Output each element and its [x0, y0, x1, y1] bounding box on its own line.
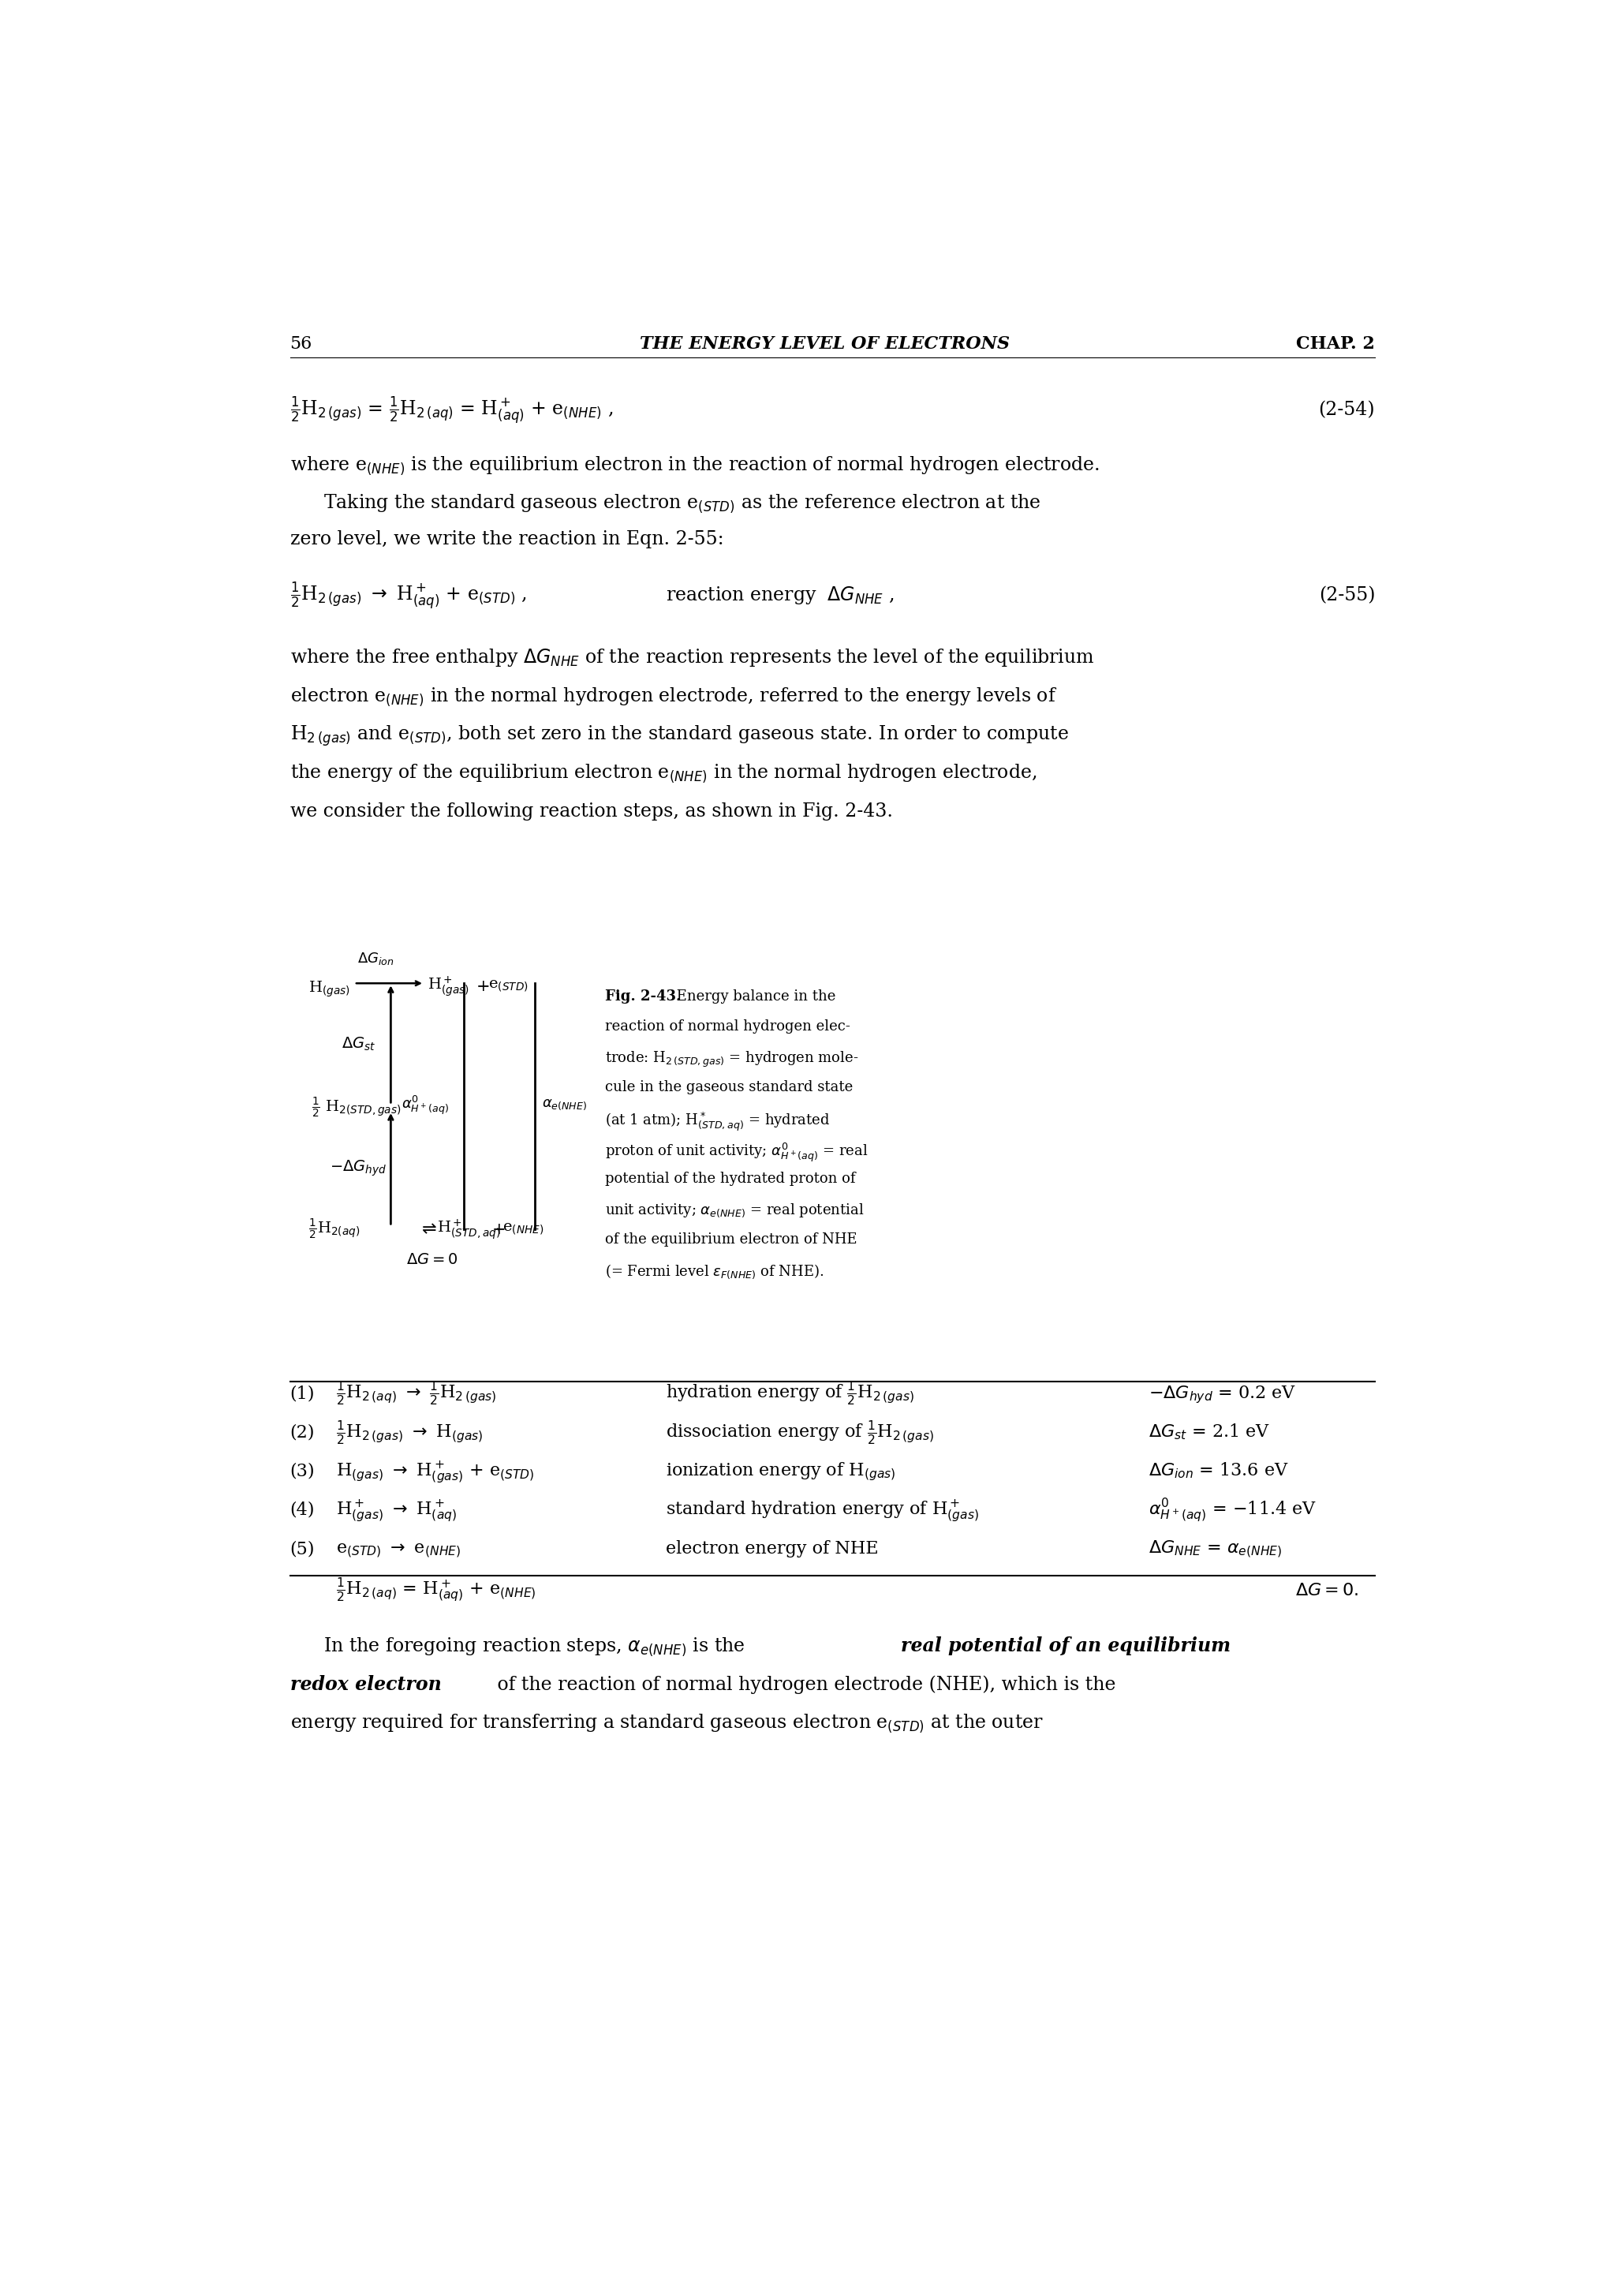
Text: $\frac{1}{2}$H$_{2\,(gas)}$ = $\frac{1}{2}$H$_{2\,(aq)}$ = H$^+_{(aq)}$ + e$_{(N: $\frac{1}{2}$H$_{2\,(gas)}$ = $\frac{1}{… — [290, 395, 613, 425]
Text: (2-55): (2-55) — [1319, 585, 1375, 604]
Text: +: + — [491, 1221, 506, 1238]
Text: where e$_{(NHE)}$ is the equilibrium electron in the reaction of normal hydrogen: where e$_{(NHE)}$ is the equilibrium ele… — [290, 455, 1100, 475]
Text: cule in the gaseous standard state: cule in the gaseous standard state — [605, 1081, 853, 1095]
Text: $\frac{1}{2}$H$_{2\,(aq)}$ $\rightarrow$ $\frac{1}{2}$H$_{2\,(gas)}$: $\frac{1}{2}$H$_{2\,(aq)}$ $\rightarrow$… — [336, 1380, 496, 1407]
Text: H$_{(gas)}$: H$_{(gas)}$ — [308, 980, 349, 999]
Text: unit activity; $\alpha_{e(NHE)}$ = real potential: unit activity; $\alpha_{e(NHE)}$ = real … — [605, 1203, 865, 1219]
Text: Fig. 2-43.: Fig. 2-43. — [605, 990, 681, 1003]
Text: Energy balance in the: Energy balance in the — [671, 990, 836, 1003]
Text: $-\Delta G_{hyd}$: $-\Delta G_{hyd}$ — [330, 1159, 386, 1178]
Text: proton of unit activity; $\alpha^0_{H^+(aq)}$ = real: proton of unit activity; $\alpha^0_{H^+(… — [605, 1141, 868, 1164]
Text: H$_{(gas)}$ $\rightarrow$ H$^+_{(gas)}$ + e$_{(STD)}$: H$_{(gas)}$ $\rightarrow$ H$^+_{(gas)}$ … — [336, 1460, 535, 1486]
Text: $\frac{1}{2}$H$_{2\,(aq)}$ = H$^+_{(aq)}$ + e$_{(NHE)}$: $\frac{1}{2}$H$_{2\,(aq)}$ = H$^+_{(aq)}… — [336, 1575, 536, 1605]
Text: (= Fermi level $\varepsilon_{F(NHE)}$ of NHE).: (= Fermi level $\varepsilon_{F(NHE)}$ of… — [605, 1263, 824, 1281]
Text: $\Delta G_{ion}$ = 13.6 eV: $\Delta G_{ion}$ = 13.6 eV — [1150, 1460, 1290, 1481]
Text: (3): (3) — [290, 1463, 316, 1481]
Text: hydration energy of $\frac{1}{2}$H$_{2\,(gas)}$: hydration energy of $\frac{1}{2}$H$_{2\,… — [667, 1380, 914, 1407]
Text: e$_{(STD)}$ $\rightarrow$ e$_{(NHE)}$: e$_{(STD)}$ $\rightarrow$ e$_{(NHE)}$ — [336, 1543, 460, 1561]
Text: (4): (4) — [290, 1502, 314, 1520]
Text: e$_{(STD)}$: e$_{(STD)}$ — [488, 978, 528, 994]
Text: CHAP. 2: CHAP. 2 — [1296, 335, 1375, 351]
Text: where the free enthalpy $\Delta G_{NHE}$ of the reaction represents the level of: where the free enthalpy $\Delta G_{NHE}$… — [290, 647, 1095, 668]
Text: dissociation energy of $\frac{1}{2}$H$_{2\,(gas)}$: dissociation energy of $\frac{1}{2}$H$_{… — [667, 1419, 934, 1446]
Text: of the reaction of normal hydrogen electrode (NHE), which is the: of the reaction of normal hydrogen elect… — [491, 1676, 1116, 1694]
Text: $\frac{1}{2}$ H$_{2(STD,gas)}$: $\frac{1}{2}$ H$_{2(STD,gas)}$ — [311, 1095, 401, 1120]
Text: reaction of normal hydrogen elec-: reaction of normal hydrogen elec- — [605, 1019, 850, 1033]
Text: electron e$_{(NHE)}$ in the normal hydrogen electrode, referred to the energy le: electron e$_{(NHE)}$ in the normal hydro… — [290, 687, 1056, 707]
Text: (2): (2) — [290, 1424, 314, 1442]
Text: $\Delta G_{NHE}$ = $\alpha_{e(NHE)}$: $\Delta G_{NHE}$ = $\alpha_{e(NHE)}$ — [1150, 1538, 1283, 1561]
Text: the energy of the equilibrium electron e$_{(NHE)}$ in the normal hydrogen electr: the energy of the equilibrium electron e… — [290, 762, 1037, 785]
Text: $\frac{1}{2}$H$_{2(aq)}$: $\frac{1}{2}$H$_{2(aq)}$ — [308, 1217, 361, 1242]
Text: (1): (1) — [290, 1384, 314, 1403]
Text: we consider the following reaction steps, as shown in Fig. 2-43.: we consider the following reaction steps… — [290, 801, 892, 820]
Text: $\Delta G = 0$: $\Delta G = 0$ — [406, 1254, 457, 1267]
Text: redox electron: redox electron — [290, 1674, 441, 1694]
Text: Taking the standard gaseous electron e$_{(STD)}$ as the reference electron at th: Taking the standard gaseous electron e$_… — [324, 494, 1042, 514]
Text: $\alpha^0_{H^+(aq)}$ = $-$11.4 eV: $\alpha^0_{H^+(aq)}$ = $-$11.4 eV — [1150, 1497, 1317, 1525]
Text: $\Delta G_{st}$: $\Delta G_{st}$ — [341, 1035, 377, 1052]
Text: $\alpha_{e(NHE)}$: $\alpha_{e(NHE)}$ — [543, 1097, 588, 1111]
Text: H$^+_{(gas)}$ $\rightarrow$ H$^+_{(aq)}$: H$^+_{(gas)}$ $\rightarrow$ H$^+_{(aq)}$ — [336, 1499, 457, 1525]
Text: 56: 56 — [290, 335, 312, 351]
Text: (2-54): (2-54) — [1319, 402, 1375, 420]
Text: $\frac{1}{2}$H$_{2\,(gas)}$ $\rightarrow$ H$_{(gas)}$: $\frac{1}{2}$H$_{2\,(gas)}$ $\rightarrow… — [336, 1419, 483, 1446]
Text: (at 1 atm); H$^*_{(STD,aq)}$ = hydrated: (at 1 atm); H$^*_{(STD,aq)}$ = hydrated — [605, 1111, 829, 1134]
Text: H$_{2\,(gas)}$ and e$_{(STD)}$, both set zero in the standard gaseous state. In : H$_{2\,(gas)}$ and e$_{(STD)}$, both set… — [290, 723, 1069, 748]
Text: +: + — [477, 978, 491, 994]
Text: $\alpha^0_{H^+(aq)}$: $\alpha^0_{H^+(aq)}$ — [401, 1093, 449, 1116]
Text: $-\Delta G_{hyd}$ = 0.2 eV: $-\Delta G_{hyd}$ = 0.2 eV — [1150, 1384, 1296, 1405]
Text: real potential of an equilibrium: real potential of an equilibrium — [902, 1637, 1232, 1655]
Text: $\Delta G_{st}$ = 2.1 eV: $\Delta G_{st}$ = 2.1 eV — [1150, 1421, 1270, 1442]
Text: H$^+_{(gas)}$: H$^+_{(gas)}$ — [427, 974, 469, 999]
Text: THE ENERGY LEVEL OF ELECTRONS: THE ENERGY LEVEL OF ELECTRONS — [641, 335, 1009, 351]
Text: $\frac{1}{2}$H$_{2\,(gas)}$ $\rightarrow$ H$^+_{(aq)}$ + e$_{(STD)}$ ,: $\frac{1}{2}$H$_{2\,(gas)}$ $\rightarrow… — [290, 581, 526, 611]
Text: reaction energy  $\Delta G_{NHE}$ ,: reaction energy $\Delta G_{NHE}$ , — [667, 585, 895, 606]
Text: standard hydration energy of H$^+_{(gas)}$: standard hydration energy of H$^+_{(gas)… — [667, 1499, 979, 1525]
Text: potential of the hydrated proton of: potential of the hydrated proton of — [605, 1171, 855, 1185]
Text: electron energy of NHE: electron energy of NHE — [667, 1541, 879, 1557]
Text: $\Delta G = 0.$: $\Delta G = 0.$ — [1296, 1582, 1359, 1598]
Text: zero level, we write the reaction in Eqn. 2-55:: zero level, we write the reaction in Eqn… — [290, 530, 723, 549]
Text: of the equilibrium electron of NHE: of the equilibrium electron of NHE — [605, 1233, 857, 1247]
Text: energy required for transferring a standard gaseous electron e$_{(STD)}$ at the : energy required for transferring a stand… — [290, 1713, 1043, 1733]
Text: ionization energy of H$_{(gas)}$: ionization energy of H$_{(gas)}$ — [667, 1460, 895, 1483]
Text: (5): (5) — [290, 1541, 314, 1557]
Text: e$_{(NHE)}$: e$_{(NHE)}$ — [502, 1221, 544, 1238]
Text: $\Delta G_{ion}$: $\Delta G_{ion}$ — [357, 951, 394, 967]
Text: trode: H$_{2\,(STD,gas)}$ = hydrogen mole-: trode: H$_{2\,(STD,gas)}$ = hydrogen mol… — [605, 1049, 858, 1070]
Text: H$^+_{(STD,aq)}$: H$^+_{(STD,aq)}$ — [436, 1217, 501, 1242]
Text: $\rightleftharpoons$: $\rightleftharpoons$ — [419, 1221, 438, 1238]
Text: In the foregoing reaction steps, $\alpha_{e(NHE)}$ is the: In the foregoing reaction steps, $\alpha… — [324, 1637, 745, 1658]
